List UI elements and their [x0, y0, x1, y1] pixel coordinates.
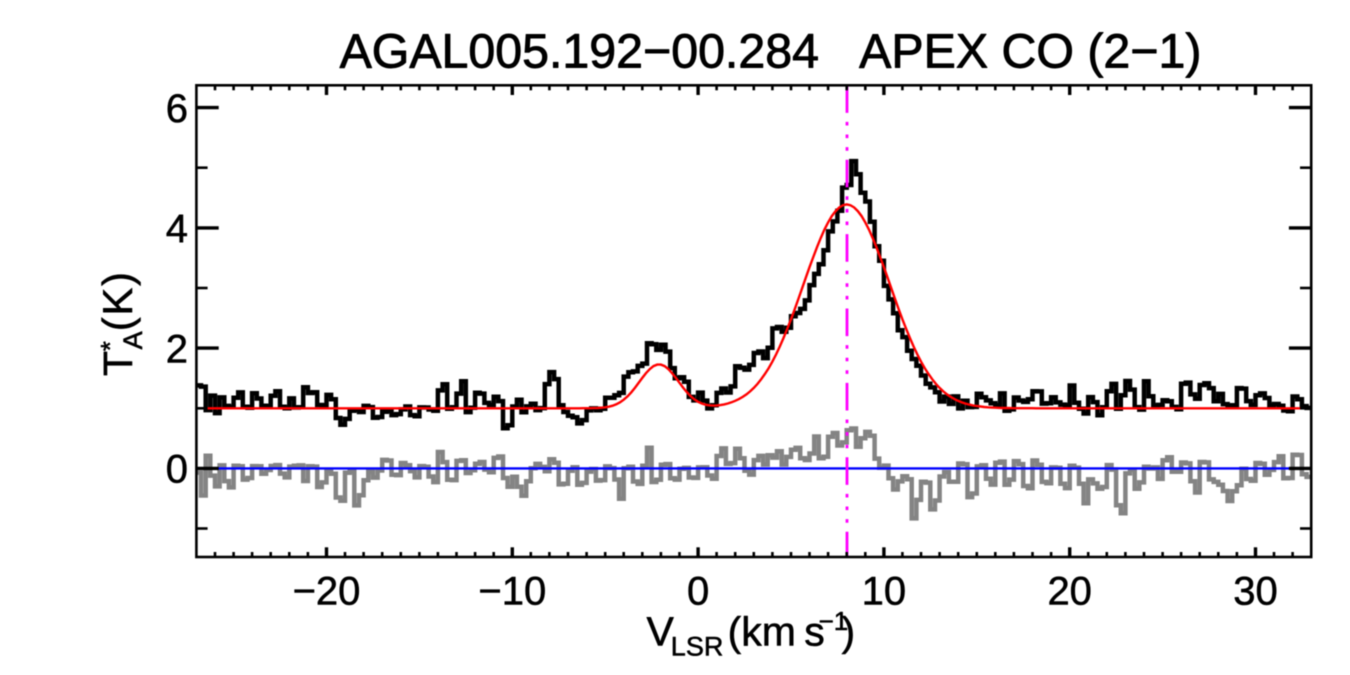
svg-text:): ): [842, 608, 856, 654]
svg-text:−1: −1: [819, 606, 849, 636]
svg-text:T: T: [95, 351, 141, 376]
svg-text:10: 10: [862, 570, 907, 614]
svg-text:−10: −10: [478, 570, 546, 614]
svg-text:30: 30: [1233, 570, 1278, 614]
svg-text:s: s: [804, 608, 825, 654]
svg-text:0: 0: [687, 570, 709, 614]
svg-text:20: 20: [1047, 570, 1092, 614]
svg-text:LSR: LSR: [671, 631, 724, 661]
svg-text:(km: (km: [728, 608, 796, 654]
svg-text:2: 2: [166, 327, 188, 371]
svg-text:4: 4: [166, 207, 188, 251]
svg-text:AGAL005.192−00.284 APEX CO (: AGAL005.192−00.284 APEX CO (2−1): [340, 24, 1202, 78]
svg-text:*: *: [95, 341, 125, 351]
svg-text:V: V: [647, 608, 675, 654]
svg-text:0: 0: [166, 448, 188, 492]
svg-text:−20: −20: [293, 570, 361, 614]
svg-text:6: 6: [166, 87, 188, 131]
svg-text:A: A: [118, 331, 148, 349]
svg-text:(K): (K): [94, 270, 141, 331]
